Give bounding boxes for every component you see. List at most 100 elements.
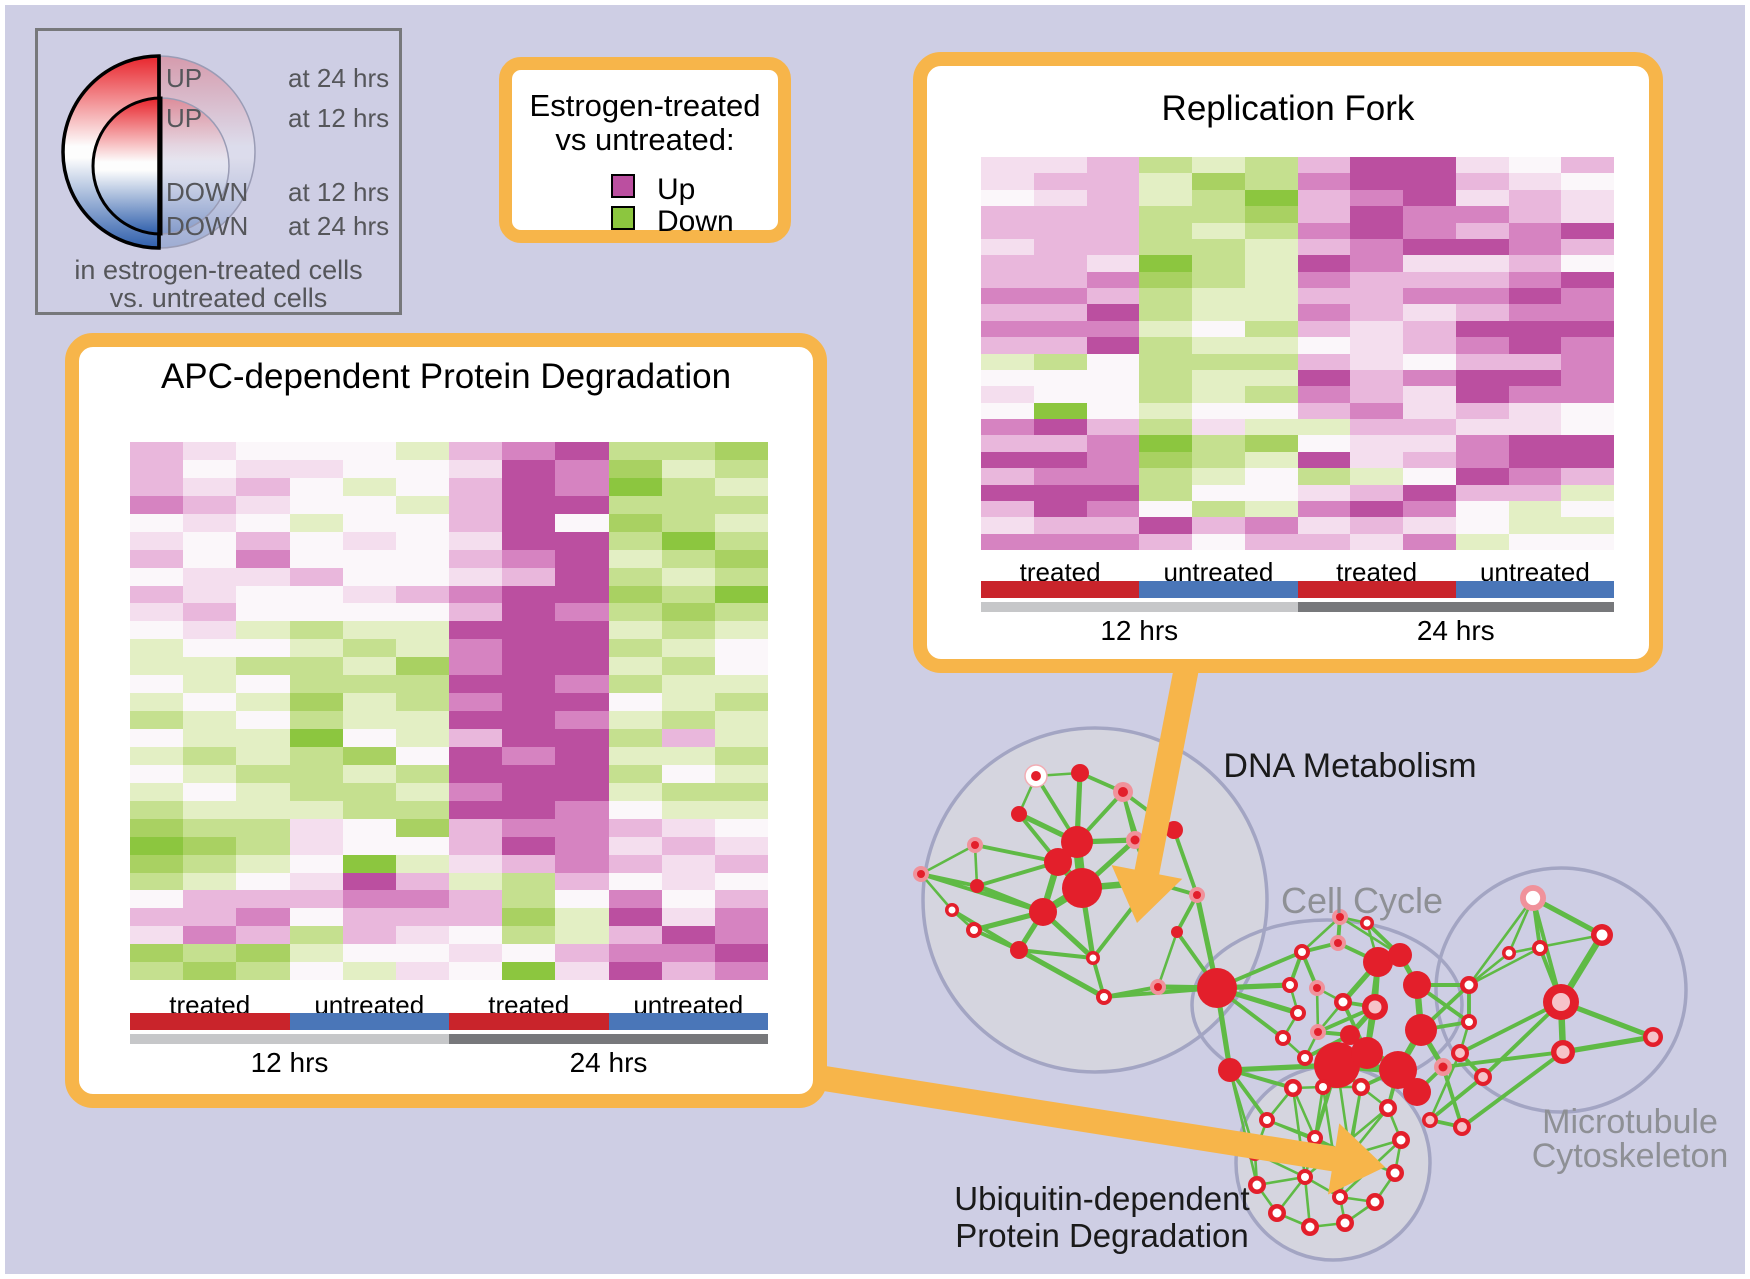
heatmap-cell bbox=[981, 517, 1034, 534]
heatmap-cell bbox=[661, 890, 715, 909]
time-label: at 24 hrs bbox=[288, 211, 390, 241]
heatmap-cell bbox=[1561, 222, 1614, 239]
heatmap-cell bbox=[236, 639, 290, 658]
heatmap-row bbox=[981, 189, 1614, 207]
heatmap-cell bbox=[342, 567, 396, 586]
heatmap-cell bbox=[1561, 451, 1614, 469]
heatmap-cell bbox=[1350, 435, 1403, 452]
heatmap-cell bbox=[1244, 517, 1298, 534]
heatmap-cell bbox=[1403, 288, 1456, 305]
heatmap-cell bbox=[342, 926, 396, 945]
heatmap-cell bbox=[342, 513, 396, 532]
heatmap-cell bbox=[236, 908, 290, 927]
time-bars bbox=[130, 1034, 768, 1044]
heatmap-row bbox=[130, 459, 769, 478]
heatmap-cell bbox=[1086, 533, 1140, 550]
network-node bbox=[1363, 947, 1393, 977]
heatmap-cell bbox=[449, 800, 503, 819]
heatmap-cell bbox=[1192, 320, 1245, 338]
heatmap-cell bbox=[183, 872, 237, 891]
heatmap-row bbox=[130, 890, 769, 909]
network-node bbox=[1552, 993, 1570, 1011]
heatmap-cell bbox=[183, 729, 237, 747]
heatmap-cell bbox=[449, 567, 503, 586]
heatmap-cell bbox=[714, 693, 769, 712]
heatmap-cell bbox=[1297, 484, 1351, 501]
heatmap-cell bbox=[555, 818, 609, 837]
heatmap-row bbox=[981, 419, 1614, 436]
heatmap-cell bbox=[608, 603, 662, 622]
heatmap-cell bbox=[236, 531, 290, 550]
heatmap-cell bbox=[1561, 304, 1614, 321]
network-edge bbox=[1172, 829, 1199, 896]
network-node bbox=[1130, 835, 1140, 845]
heatmap-cell bbox=[981, 419, 1034, 436]
heatmap-cell bbox=[1086, 484, 1140, 501]
heatmap-cell bbox=[714, 711, 769, 729]
updown-key-box: Estrogen-treated vs untreated: Up Down bbox=[499, 57, 791, 243]
heatmap-cell bbox=[1033, 271, 1087, 288]
network-node bbox=[948, 906, 956, 914]
heatmap-cell bbox=[1403, 533, 1456, 550]
network-edge bbox=[1018, 948, 1094, 960]
heatmap-cell bbox=[1033, 468, 1087, 485]
heatmap-cell bbox=[608, 442, 662, 460]
heatmap-row bbox=[981, 402, 1614, 419]
heatmap-cell bbox=[608, 836, 662, 855]
network-node bbox=[1314, 1042, 1360, 1088]
heatmap-cell bbox=[449, 764, 503, 783]
heatmap-row bbox=[981, 206, 1614, 223]
heatmap-cell bbox=[1403, 402, 1456, 419]
heatmap-cell bbox=[183, 495, 237, 514]
heatmap-cell bbox=[183, 800, 237, 819]
heatmap-row bbox=[130, 675, 769, 694]
network-node bbox=[1340, 1025, 1360, 1045]
heatmap-cell bbox=[714, 675, 769, 694]
heatmap-cell bbox=[1086, 189, 1140, 207]
heatmap-cell bbox=[236, 603, 290, 622]
heatmap-cell bbox=[183, 567, 237, 586]
heatmap-cell bbox=[502, 585, 556, 604]
heatmap-cell bbox=[1508, 468, 1562, 485]
heatmap-cell bbox=[1192, 402, 1245, 419]
heatmap-row bbox=[981, 337, 1614, 354]
network-node bbox=[1438, 1062, 1448, 1072]
heatmap-cell bbox=[1033, 435, 1087, 452]
heatmap-cell bbox=[1033, 451, 1087, 469]
heatmap-cell bbox=[130, 926, 184, 945]
heatmap-row bbox=[130, 693, 769, 712]
heatmap-cell bbox=[1244, 157, 1298, 174]
key-item-down: Down bbox=[512, 205, 778, 238]
network-node bbox=[1425, 1115, 1435, 1125]
heatmap-cell bbox=[1455, 353, 1509, 370]
network-node bbox=[1536, 944, 1544, 952]
heatmap-cell bbox=[183, 549, 237, 568]
heatmap-cell bbox=[502, 782, 556, 801]
heatmap-cell bbox=[342, 729, 396, 747]
heatmap-cell bbox=[1139, 206, 1192, 223]
heatmap-cell bbox=[342, 603, 396, 622]
heatmap-cell bbox=[342, 459, 396, 478]
network-node bbox=[1403, 1078, 1431, 1106]
heatmap-cell bbox=[981, 435, 1034, 452]
heatmap-cell bbox=[1297, 255, 1351, 272]
heatmap-cell bbox=[1297, 386, 1351, 403]
heatmap-cell bbox=[395, 746, 450, 765]
treated-bar bbox=[981, 581, 1140, 598]
network-node bbox=[1288, 1083, 1298, 1093]
heatmap-cell bbox=[1033, 402, 1087, 419]
heatmap-cell bbox=[1086, 255, 1140, 272]
network-edge bbox=[1459, 1000, 1562, 1055]
heatmap-cell bbox=[1244, 222, 1298, 239]
heatmap-cell bbox=[981, 173, 1034, 190]
heatmap-cell bbox=[1508, 173, 1562, 190]
heatmap-cell bbox=[183, 746, 237, 765]
heatmap-cell bbox=[1403, 222, 1456, 239]
heatmap-row bbox=[130, 746, 769, 765]
heatmap-cell bbox=[502, 908, 556, 927]
apc-heatmap bbox=[130, 442, 769, 981]
heatmap-cell bbox=[1350, 386, 1403, 403]
heatmap-cell bbox=[714, 854, 769, 873]
network-node bbox=[1311, 1134, 1319, 1142]
heatmap-cell bbox=[236, 549, 290, 568]
